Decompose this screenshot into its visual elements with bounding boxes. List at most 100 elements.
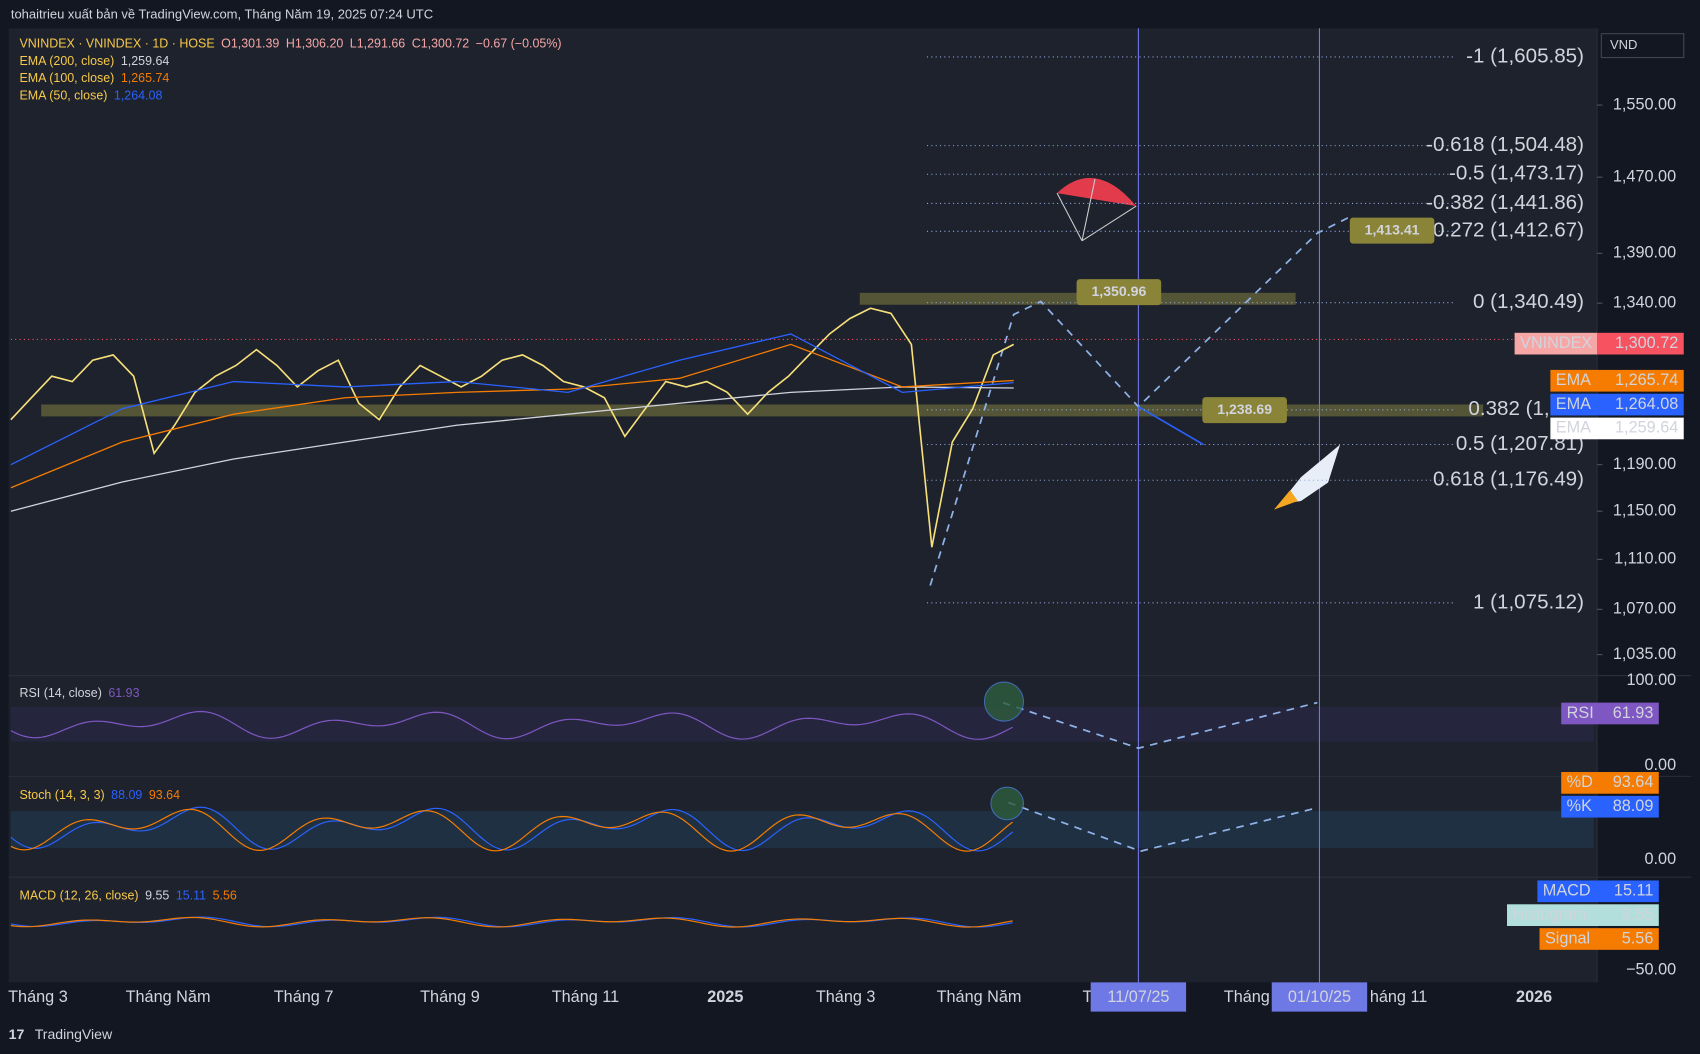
currency: VND [1610, 37, 1637, 52]
brand-logo: 17 [9, 1026, 25, 1042]
rsi-tick: 100.00 [1626, 671, 1676, 689]
price-tag [1597, 369, 1684, 392]
indicator-tag-label: Signal [1545, 929, 1590, 947]
x-tick-label: Tháng 3 [816, 988, 876, 1006]
legend-value: −0.67 (−0.05%) [476, 37, 562, 51]
ema-line [10, 386, 1014, 512]
ema-line [10, 333, 1014, 466]
tag-value: 1,264.08 [1615, 395, 1678, 413]
legend-value: L1,291.66 [350, 37, 405, 51]
brand: TradingView [35, 1026, 113, 1042]
tag-value: 1,300.72 [1615, 334, 1678, 352]
indicator-tag-value: 9.55 [1622, 905, 1654, 923]
date-mark-bg [1090, 982, 1187, 1012]
stoch-tick: 0.00 [1645, 850, 1677, 868]
x-tick-label: Tháng 7 [274, 988, 334, 1006]
indicator-tag-value: 15.11 [1614, 882, 1653, 900]
y-tick-label: 1,470.00 [1613, 167, 1676, 185]
fib-label: -0.5 (1,473.17) [1449, 162, 1584, 185]
parachute-icon [1057, 177, 1137, 207]
indicator-legend: MACD (12, 26, close) 9.55 15.11 5.56 [20, 889, 237, 903]
legend-value: VNINDEX · VNINDEX · 1D · HOSE [20, 37, 215, 51]
legend-value: 1,259.64 [121, 54, 170, 68]
legend-value: 5.56 [213, 889, 237, 903]
y-tick-label: 1,550.00 [1613, 95, 1676, 113]
fib-label: 1 (1,075.12) [1473, 590, 1584, 613]
legend-value: 88.09 [111, 788, 142, 802]
rsi-band [10, 706, 1594, 742]
price-tag [1597, 417, 1684, 440]
ema-legend: EMA (100, close) 1,265.74 [20, 72, 170, 86]
ema-legend: EMA (200, close) 1,259.64 [20, 54, 170, 68]
indicator-tag-value: 5.56 [1622, 929, 1654, 947]
date-mark: 01/10/25 [1288, 988, 1351, 1006]
tag-label: EMA [1556, 371, 1591, 389]
indicator-tag-value: 93.64 [1613, 773, 1654, 791]
x-tick-label: Tháng 3 [8, 988, 68, 1006]
legend-value: 15.11 [176, 889, 206, 903]
legend-value: 1,265.74 [121, 72, 170, 86]
fib-label: -0.618 (1,504.48) [1426, 133, 1584, 156]
tag-label: VNINDEX [1520, 334, 1592, 352]
y-tick-label: 1,110.00 [1614, 550, 1676, 568]
legend-value: O1,301.39 [221, 37, 279, 51]
rsi-tick: 0.00 [1645, 756, 1677, 774]
indicator-legend: RSI (14, close) 61.93 [20, 686, 140, 700]
tag-label: EMA [1556, 395, 1591, 413]
legend-value: C1,300.72 [412, 37, 470, 51]
callout-label: 1,350.96 [1091, 283, 1146, 299]
ema-legend: EMA (50, close) 1,264.08 [20, 89, 163, 103]
tag-value: 1,259.64 [1615, 419, 1678, 437]
support-zone [41, 404, 1484, 417]
y-tick-label: 1,070.00 [1613, 600, 1676, 618]
tag-label-bg [1550, 393, 1598, 416]
stoch-band [10, 811, 1594, 848]
indicator-tag-value: 61.93 [1613, 704, 1654, 722]
parachute-strings [1056, 178, 1137, 242]
tag-label-bg [1550, 369, 1598, 392]
callout [1349, 217, 1435, 244]
legend-value: MACD (12, 26, close) [20, 889, 139, 903]
legend-value: 61.93 [108, 686, 139, 700]
indicator-tag-value: 88.09 [1613, 797, 1654, 815]
x-tick-label: Tháng 9 [420, 988, 480, 1006]
indicator-tag [1537, 880, 1659, 903]
tag-value: 1,265.74 [1615, 371, 1678, 389]
y-tick-label: 1,340.00 [1613, 293, 1676, 311]
indicator-tag [1561, 795, 1659, 818]
y-tick-label: 1,035.00 [1613, 645, 1676, 663]
indicator-tag-label: Histogram [1512, 905, 1586, 923]
x-tick-label: Tháng 11 [552, 988, 619, 1006]
callout [1076, 279, 1162, 306]
projection-line [1137, 405, 1204, 446]
fib-label: 0 (1,340.49) [1473, 290, 1584, 313]
indicator-line [10, 710, 1013, 740]
indicator-tag-label: RSI [1567, 704, 1594, 722]
legend-value: RSI (14, close) [20, 686, 102, 700]
ema-line [10, 343, 1014, 489]
fib-label: -0.382 (1,441.86) [1426, 191, 1584, 214]
indicator-tag [1539, 928, 1659, 950]
x-tick-label: Tháng Năm [937, 988, 1022, 1006]
rsi-marker [983, 681, 1025, 722]
legend-value: EMA (100, close) [20, 72, 115, 86]
tag-label-bg [1550, 417, 1598, 440]
indicator-tag-label: %D [1567, 773, 1593, 791]
price-tag [1597, 332, 1684, 355]
x-tick-label: 2025 [707, 988, 743, 1006]
legend-value: 1,264.08 [114, 89, 163, 103]
callout-label: 1,238.69 [1217, 401, 1272, 417]
indicator-tag [1561, 772, 1659, 794]
fib-label: -1 (1,605.85) [1466, 44, 1584, 67]
stoch-marker [990, 786, 1025, 821]
indicator-line [10, 808, 1013, 852]
x-tick-label: Tháng Năm [126, 988, 211, 1006]
price-tag [1597, 393, 1684, 416]
date-mark-bg [1271, 982, 1368, 1012]
legend-symbol: VNINDEX · VNINDEX · 1D · HOSE O1,301.39 H1… [20, 37, 562, 51]
y-tick-label: 1,150.00 [1613, 502, 1676, 520]
callout [1202, 397, 1287, 424]
x-tick-label: T [1082, 988, 1092, 1006]
